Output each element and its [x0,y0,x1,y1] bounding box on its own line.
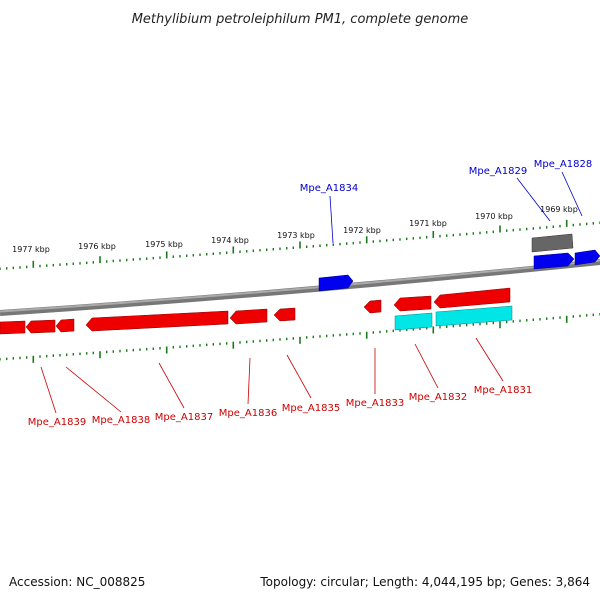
scale-label-1970: 1970 kbp [475,212,513,221]
leader-Mpe_A1837 [158,362,185,409]
leader-Mpe_A1835 [286,354,312,399]
label-Mpe_A1829[interactable]: Mpe_A1829 [469,166,527,177]
label-Mpe_A1837[interactable]: Mpe_A1837 [155,412,213,423]
label-Mpe_A1833[interactable]: Mpe_A1833 [346,398,404,409]
label-Mpe_A1831[interactable]: Mpe_A1831 [474,385,532,396]
scale-label-1972: 1972 kbp [343,226,381,235]
gene-Mpe_A1836[interactable] [229,308,268,325]
upper-tick-track [0,219,600,270]
gene-Mpe_A1839[interactable] [0,320,26,335]
label-Mpe_A1834[interactable]: Mpe_A1834 [300,183,358,194]
gene-Mpe_A1835[interactable] [273,307,296,322]
label-Mpe_A1836[interactable]: Mpe_A1836 [219,408,277,419]
gene-Mpe_A1829[interactable] [533,252,575,270]
scale-labels: 1977 kbp 1976 kbp 1975 kbp 1974 kbp 1973… [12,205,578,254]
scale-label-1971: 1971 kbp [409,219,447,228]
gene-other-feature[interactable] [531,233,574,253]
scale-label-1969: 1969 kbp [540,205,578,214]
gene-Mpe_A1838b[interactable] [55,318,75,333]
leader-Mpe_A1832 [414,343,439,389]
gene-Mpe_A1834[interactable] [318,274,354,292]
lower-tick-track [0,313,600,363]
scale-label-1975: 1975 kbp [145,240,183,249]
leader-Mpe_A1828 [561,171,583,217]
leader-Mpe_A1839 [40,366,57,414]
genome-backbone-highlight [0,259,600,313]
leader-Mpe_A1836 [247,357,251,405]
gene-Mpe_A1838[interactable] [25,319,56,334]
leader-Mpe_A1834 [329,195,334,244]
gene-Mpe_A1837[interactable] [85,310,229,332]
label-Mpe_A1838[interactable]: Mpe_A1838 [92,415,150,426]
rna-feature-b[interactable] [435,305,513,327]
genome-backbone [0,259,600,316]
label-Mpe_A1835[interactable]: Mpe_A1835 [282,403,340,414]
forward-labels: Mpe_A1834 Mpe_A1829 Mpe_A1828 [300,159,592,244]
label-Mpe_A1828[interactable]: Mpe_A1828 [534,159,592,170]
gene-Mpe_A1831[interactable] [433,287,511,309]
scale-label-1976: 1976 kbp [78,242,116,251]
accession-text: Accession: NC_008825 [9,575,145,589]
reverse-features [0,287,513,335]
label-Mpe_A1839[interactable]: Mpe_A1839 [28,417,86,428]
leader-Mpe_A1831 [475,337,504,382]
scale-label-1977: 1977 kbp [12,245,50,254]
rna-feature-a[interactable] [394,312,433,331]
reverse-labels: Mpe_A1839 Mpe_A1838 Mpe_A1837 Mpe_A1836 … [28,337,532,428]
genome-summary-text: Topology: circular; Length: 4,044,195 bp… [259,575,590,589]
gene-Mpe_A1833[interactable] [363,299,382,314]
label-Mpe_A1832[interactable]: Mpe_A1832 [409,392,467,403]
gene-Mpe_A1832[interactable] [393,295,432,312]
scale-label-1973: 1973 kbp [277,231,315,240]
gene-Mpe_A1828[interactable] [574,249,600,266]
genome-title: Methylibium petroleiphilum PM1, complete… [132,12,469,27]
leader-Mpe_A1829 [516,177,551,222]
forward-features [318,233,600,292]
scale-label-1974: 1974 kbp [211,236,249,245]
leader-Mpe_A1838 [65,366,122,413]
